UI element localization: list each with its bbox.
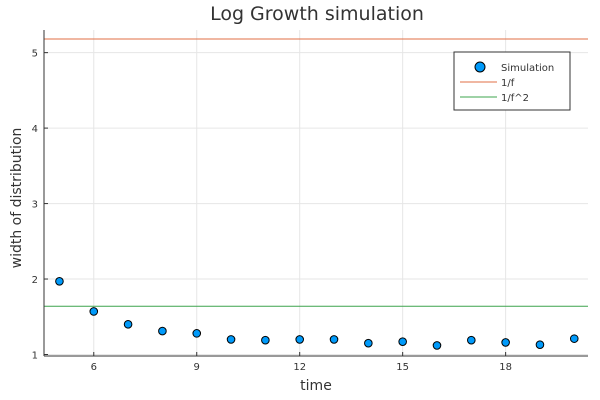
data-point (226, 335, 236, 344)
y-tick-label: 4 (32, 124, 38, 135)
data-point (295, 335, 304, 344)
reference-lines (44, 38, 588, 307)
legend-label-1-over-f: 1/f (501, 78, 515, 89)
data-point (501, 338, 510, 347)
legend: Simulation 1/f 1/f^2 (453, 51, 571, 111)
y-tick-label: 3 (32, 200, 38, 211)
data-point (364, 338, 373, 348)
x-tick-label: 6 (91, 362, 97, 373)
x-ticks: 6 9 12 15 18 (91, 352, 512, 373)
y-axis-label: width of distribution (9, 128, 25, 269)
data-point (535, 340, 545, 349)
data-point (55, 276, 64, 286)
data-point (329, 335, 339, 344)
y-tick-label: 1 (32, 350, 38, 361)
y-tick-label: 5 (32, 49, 38, 60)
data-point (261, 335, 270, 345)
data-point (432, 341, 442, 350)
data-point (158, 326, 167, 336)
data-point (569, 334, 579, 343)
data-point (123, 320, 133, 329)
axes (43, 30, 588, 357)
legend-marker-simulation (474, 61, 486, 73)
legend-box (453, 51, 571, 111)
data-point (192, 329, 202, 338)
legend-label-1-over-f-squared: 1/f^2 (501, 93, 529, 104)
legend-label-simulation: Simulation (501, 63, 554, 74)
x-axis-label: time (300, 378, 332, 394)
y-ticks: 1 2 3 4 5 (32, 49, 48, 361)
data-point (467, 335, 476, 345)
x-tick-label: 9 (194, 362, 200, 373)
y-tick-label: 2 (32, 275, 38, 286)
x-tick-label: 15 (396, 362, 409, 373)
data-point (89, 307, 99, 316)
data-point (398, 337, 407, 346)
x-tick-label: 18 (499, 362, 512, 373)
simulation-points (55, 276, 579, 350)
chart-title: Log Growth simulation (210, 3, 424, 25)
x-tick-label: 12 (293, 362, 306, 373)
